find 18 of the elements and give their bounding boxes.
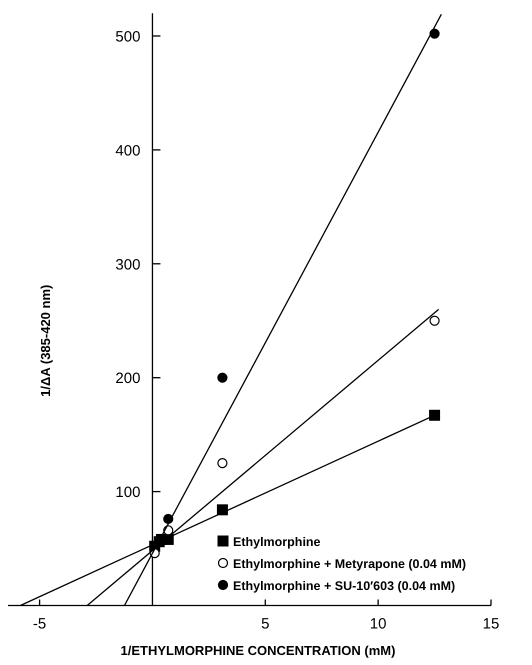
legend-label: Ethylmorphine + Metyrapone (0.04 mM) xyxy=(233,557,466,571)
point xyxy=(429,410,440,421)
x-axis-title: 1/ETHYLMORPHINE CONCENTRATION (mM) xyxy=(120,643,396,658)
x-tick-label: 15 xyxy=(482,616,500,632)
y-tick-label: 500 xyxy=(115,28,140,46)
point xyxy=(217,372,228,383)
y-tick-label: 100 xyxy=(115,484,140,502)
y-axis-title: 1/ΔA (385-420 nm) xyxy=(38,284,53,397)
legend-label: Ethylmorphine + SU-10′603 (0.04 mM) xyxy=(233,579,456,593)
point xyxy=(429,316,440,326)
legend-label: Ethylmorphine xyxy=(233,535,321,549)
x-tick-label: 5 xyxy=(261,616,270,632)
point xyxy=(217,458,228,468)
y-tick-label: 200 xyxy=(115,370,140,388)
x-tick-label: -5 xyxy=(32,616,46,632)
y-tick-label: 300 xyxy=(115,256,140,274)
y-tick-label: 400 xyxy=(115,142,140,160)
x-tick-label: 10 xyxy=(370,616,386,632)
